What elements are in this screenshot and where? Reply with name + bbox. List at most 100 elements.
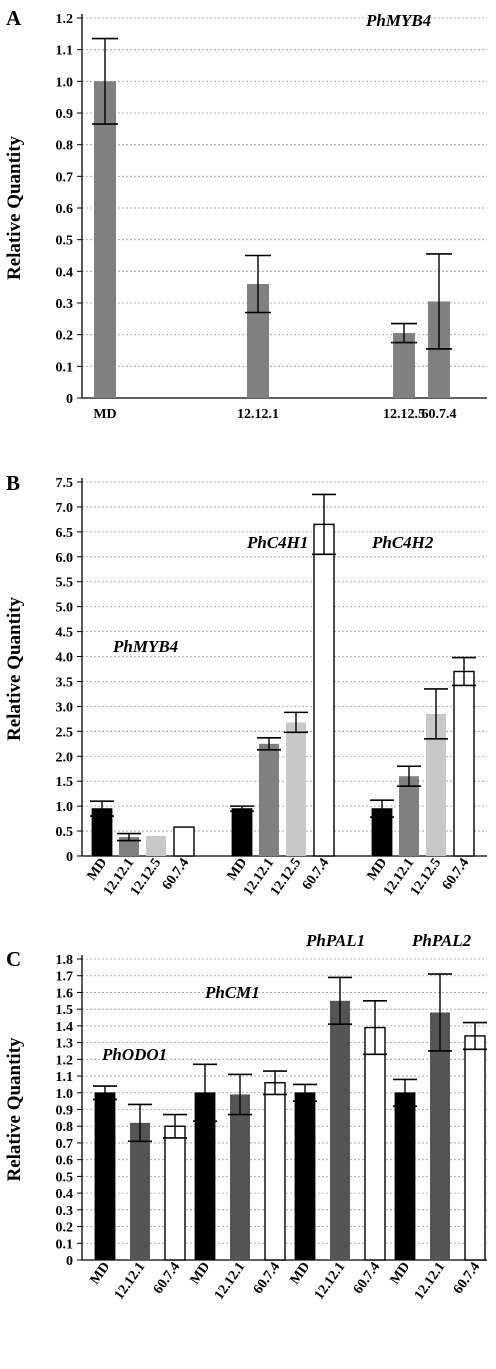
y-tick-label: 3.0 <box>56 700 74 715</box>
y-tick-label: 1.1 <box>56 44 74 59</box>
y-tick-label: 1.5 <box>56 1003 74 1018</box>
gene-label: PhMYB4 <box>112 637 178 656</box>
x-tick-label: 60.7.4 <box>251 1260 283 1297</box>
x-tick-label: 12.12.1 <box>212 1260 248 1303</box>
bar-MD <box>394 1092 416 1261</box>
gene-label: PhMYB4 <box>365 11 431 30</box>
x-tick-label: 60.7.4 <box>300 856 332 893</box>
y-tick-label: 1.7 <box>56 970 74 985</box>
y-tick-label: 1.4 <box>56 1020 74 1035</box>
panel-label: A <box>6 6 22 30</box>
y-tick-label: 6.0 <box>56 551 74 566</box>
x-tick-label: 60.7.4 <box>440 856 472 893</box>
y-tick-label: 0.9 <box>56 107 74 122</box>
y-tick-label: 2.5 <box>56 725 74 740</box>
y-tick-label: 2.0 <box>56 750 74 765</box>
y-tick-label: 7.0 <box>56 501 74 516</box>
bar-60-7-4 <box>173 826 195 857</box>
bar-12-12-1 <box>119 837 139 856</box>
panel-label: B <box>6 471 20 495</box>
y-tick-label: 1.3 <box>56 1037 74 1052</box>
x-tick-label: 12.12.1 <box>412 1260 448 1303</box>
y-tick-label: 0.7 <box>56 1137 74 1152</box>
y-tick-label: 1.0 <box>56 1087 74 1102</box>
bar-12-12-5 <box>286 722 306 856</box>
y-tick-label: 0.7 <box>56 170 74 185</box>
y-tick-label: 1.0 <box>56 75 74 90</box>
x-tick-label: 60.7.4 <box>422 407 457 422</box>
gene-label: PhCM1 <box>204 983 260 1002</box>
y-tick-label: 5.5 <box>56 576 74 591</box>
bar-12-12-1 <box>230 1094 250 1260</box>
x-tick-label: MD <box>88 1260 114 1288</box>
y-tick-label: 0.4 <box>56 265 74 280</box>
y-tick-label: 0.3 <box>56 1204 74 1219</box>
chart-panel-c: 0 0.10.2 0.3 0.4 0.50.6 0.7 0.80.9 1.0 1.1 1.21.3… <box>4 931 487 1303</box>
y-tick-label: 0.6 <box>56 1154 74 1169</box>
gene-label: PhC4H1 <box>246 533 308 552</box>
bar-60-7-4 <box>264 1082 286 1261</box>
y-tick-label: 3.5 <box>56 675 74 690</box>
y-tick-label: 0.9 <box>56 1104 74 1119</box>
y-tick-label: 0.8 <box>56 1120 74 1135</box>
x-tick-label: MD <box>288 1260 314 1288</box>
y-tick-label: 1.8 <box>56 953 74 968</box>
gene-label: PhPAL2 <box>411 931 472 950</box>
bar-60-7-4 <box>364 1026 386 1261</box>
x-tick-label: 12.12.5 <box>383 407 425 422</box>
y-tick-label: 4.0 <box>56 651 74 666</box>
bar-12-12-5 <box>146 836 166 856</box>
y-tick-label: 1.6 <box>56 986 74 1001</box>
panel-label: C <box>6 947 21 971</box>
y-tick-label: 0.1 <box>56 1237 74 1252</box>
y-tick-label: 0.5 <box>56 234 74 249</box>
y-tick-label: 4.5 <box>56 626 74 641</box>
y-tick-label: 1.0 <box>56 800 74 815</box>
y-tick-label: 1.2 <box>56 1053 74 1068</box>
y-tick-label: 0.1 <box>56 360 74 375</box>
bar-MD <box>94 81 116 398</box>
bar-12-12-1 <box>399 776 419 856</box>
y-tick-label: 0.8 <box>56 139 74 154</box>
x-tick-label: MD <box>225 856 251 884</box>
x-tick-label: 60.7.4 <box>160 856 192 893</box>
bar-MD <box>94 1092 116 1261</box>
y-tick-label: 0.5 <box>56 825 74 840</box>
y-tick-label: 0 <box>66 850 73 865</box>
bar-MD <box>231 808 253 857</box>
bar-12-12-1 <box>330 1000 350 1260</box>
x-tick-label: 60.7.4 <box>151 1260 183 1297</box>
x-tick-label: 12.12.1 <box>112 1260 148 1303</box>
bar-12-12-1 <box>130 1122 150 1260</box>
bar-MD <box>294 1092 316 1261</box>
y-axis-label: Relative Quantity <box>4 135 25 280</box>
y-tick-label: 5.0 <box>56 601 74 616</box>
y-tick-label: 1.1 <box>56 1070 74 1085</box>
bar-12-12-1 <box>430 1012 450 1260</box>
chart-panel-a: 0 0.1 0.2 0.3 0.4 0.5 0.6 0.7 0.8 0.9 1.0 1.1 1.2 A Re… <box>4 6 487 422</box>
y-tick-label: 0.6 <box>56 202 74 217</box>
y-tick-label: 7.5 <box>56 476 74 491</box>
y-tick-label: 0.4 <box>56 1187 74 1202</box>
gene-label: PhPAL1 <box>305 931 365 950</box>
y-axis-label: Relative Quantity <box>4 596 25 741</box>
x-tick-label: MD <box>365 856 391 884</box>
y-tick-label: 1.5 <box>56 775 74 790</box>
y-axis-label: Relative Quantity <box>4 1037 25 1182</box>
bar-60-7-4 <box>464 1035 486 1261</box>
y-tick-label: 6.5 <box>56 526 74 541</box>
x-tick-label: MD <box>388 1260 414 1288</box>
y-tick-label: 0.2 <box>56 1221 74 1236</box>
bar-12-12-1 <box>259 743 279 856</box>
bar-60-7-4 <box>453 670 475 857</box>
x-tick-label: MD <box>188 1260 214 1288</box>
x-tick-label: 12.12.1 <box>237 407 279 422</box>
x-tick-label: MD <box>85 856 111 884</box>
y-tick-label: 0 <box>66 392 73 407</box>
y-tick-label: 0 <box>66 1254 73 1269</box>
x-tick-label: MD <box>93 407 116 422</box>
y-tick-label: 0.2 <box>56 329 74 344</box>
x-tick-label: 60.7.4 <box>351 1260 383 1297</box>
chart-panel-b: 0 0.5 1.0 1.5 2.0 2.5 3.0 3.5 4.0 4.5 5.0 5.5 6.0 6.5… <box>4 471 487 899</box>
